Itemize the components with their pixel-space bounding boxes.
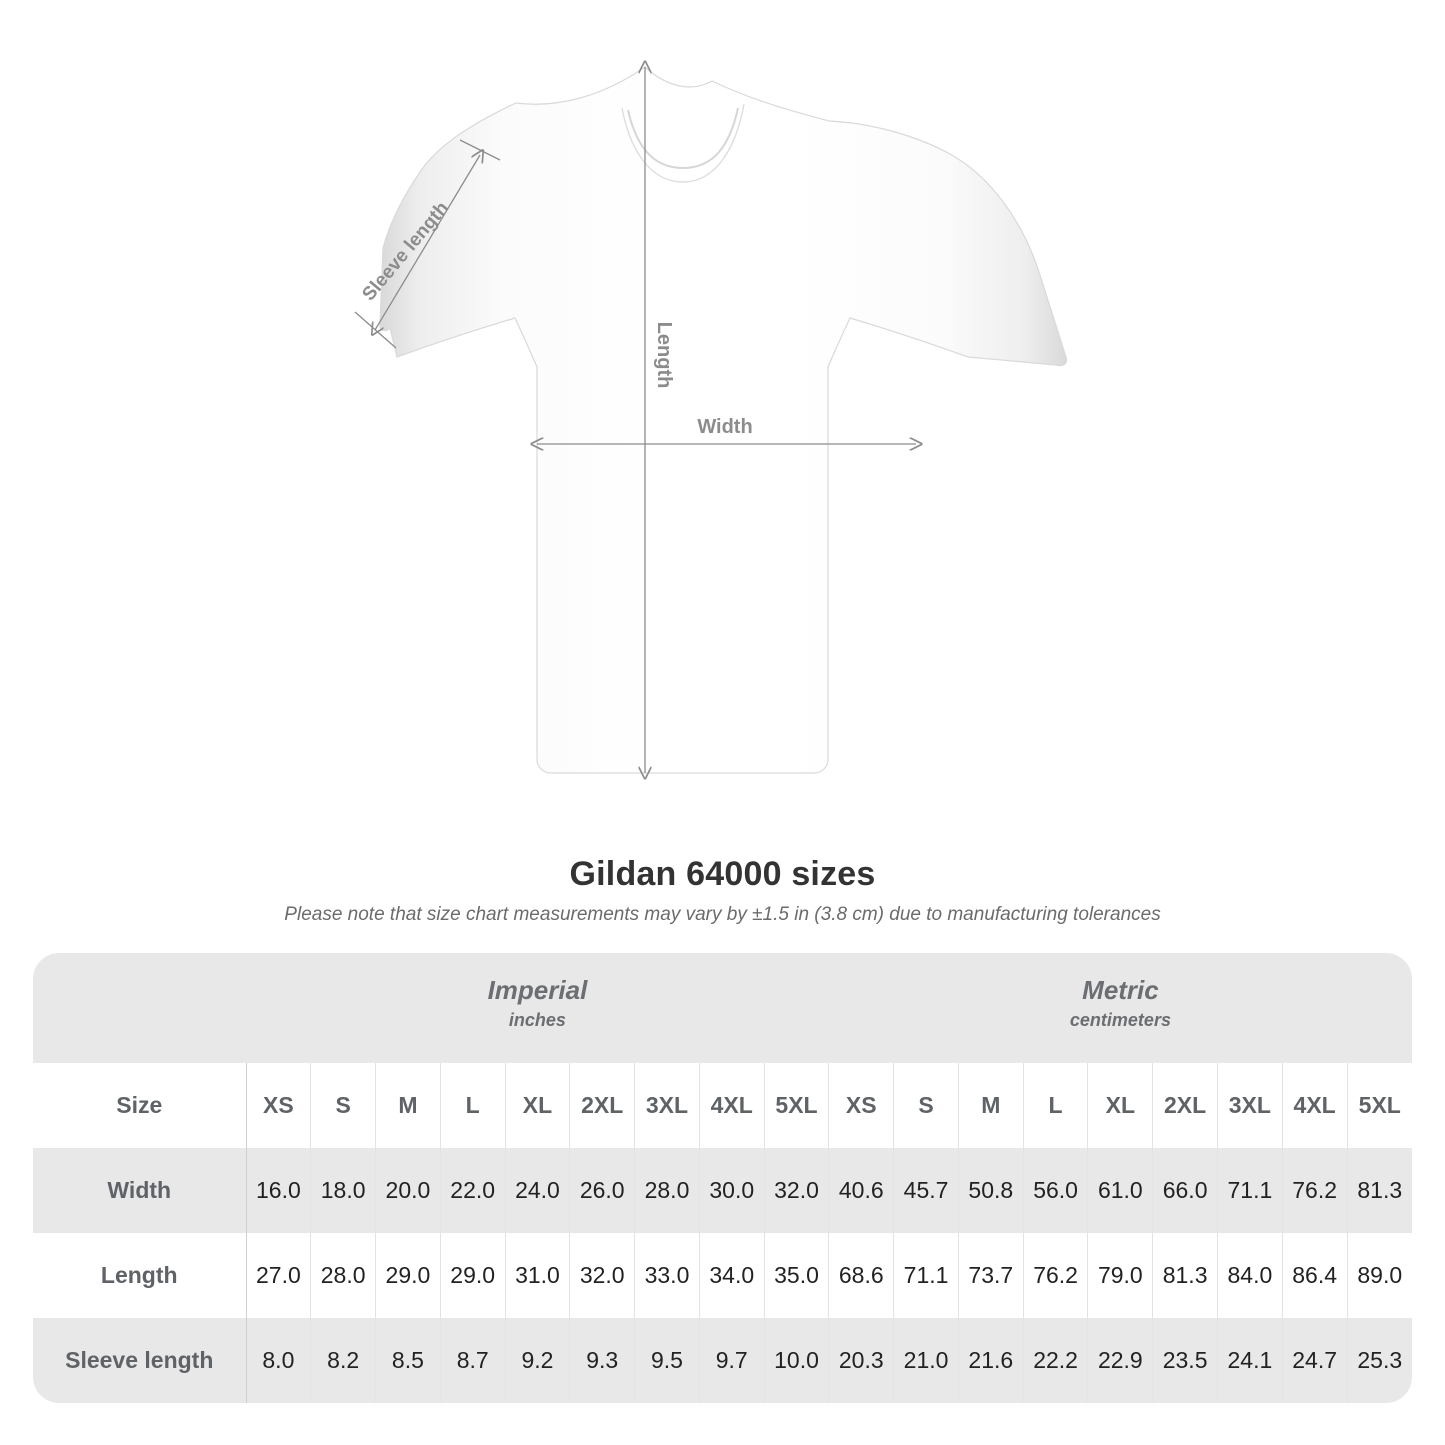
svg-text:Length: Length <box>653 322 675 389</box>
svg-text:Width: Width <box>697 416 752 438</box>
